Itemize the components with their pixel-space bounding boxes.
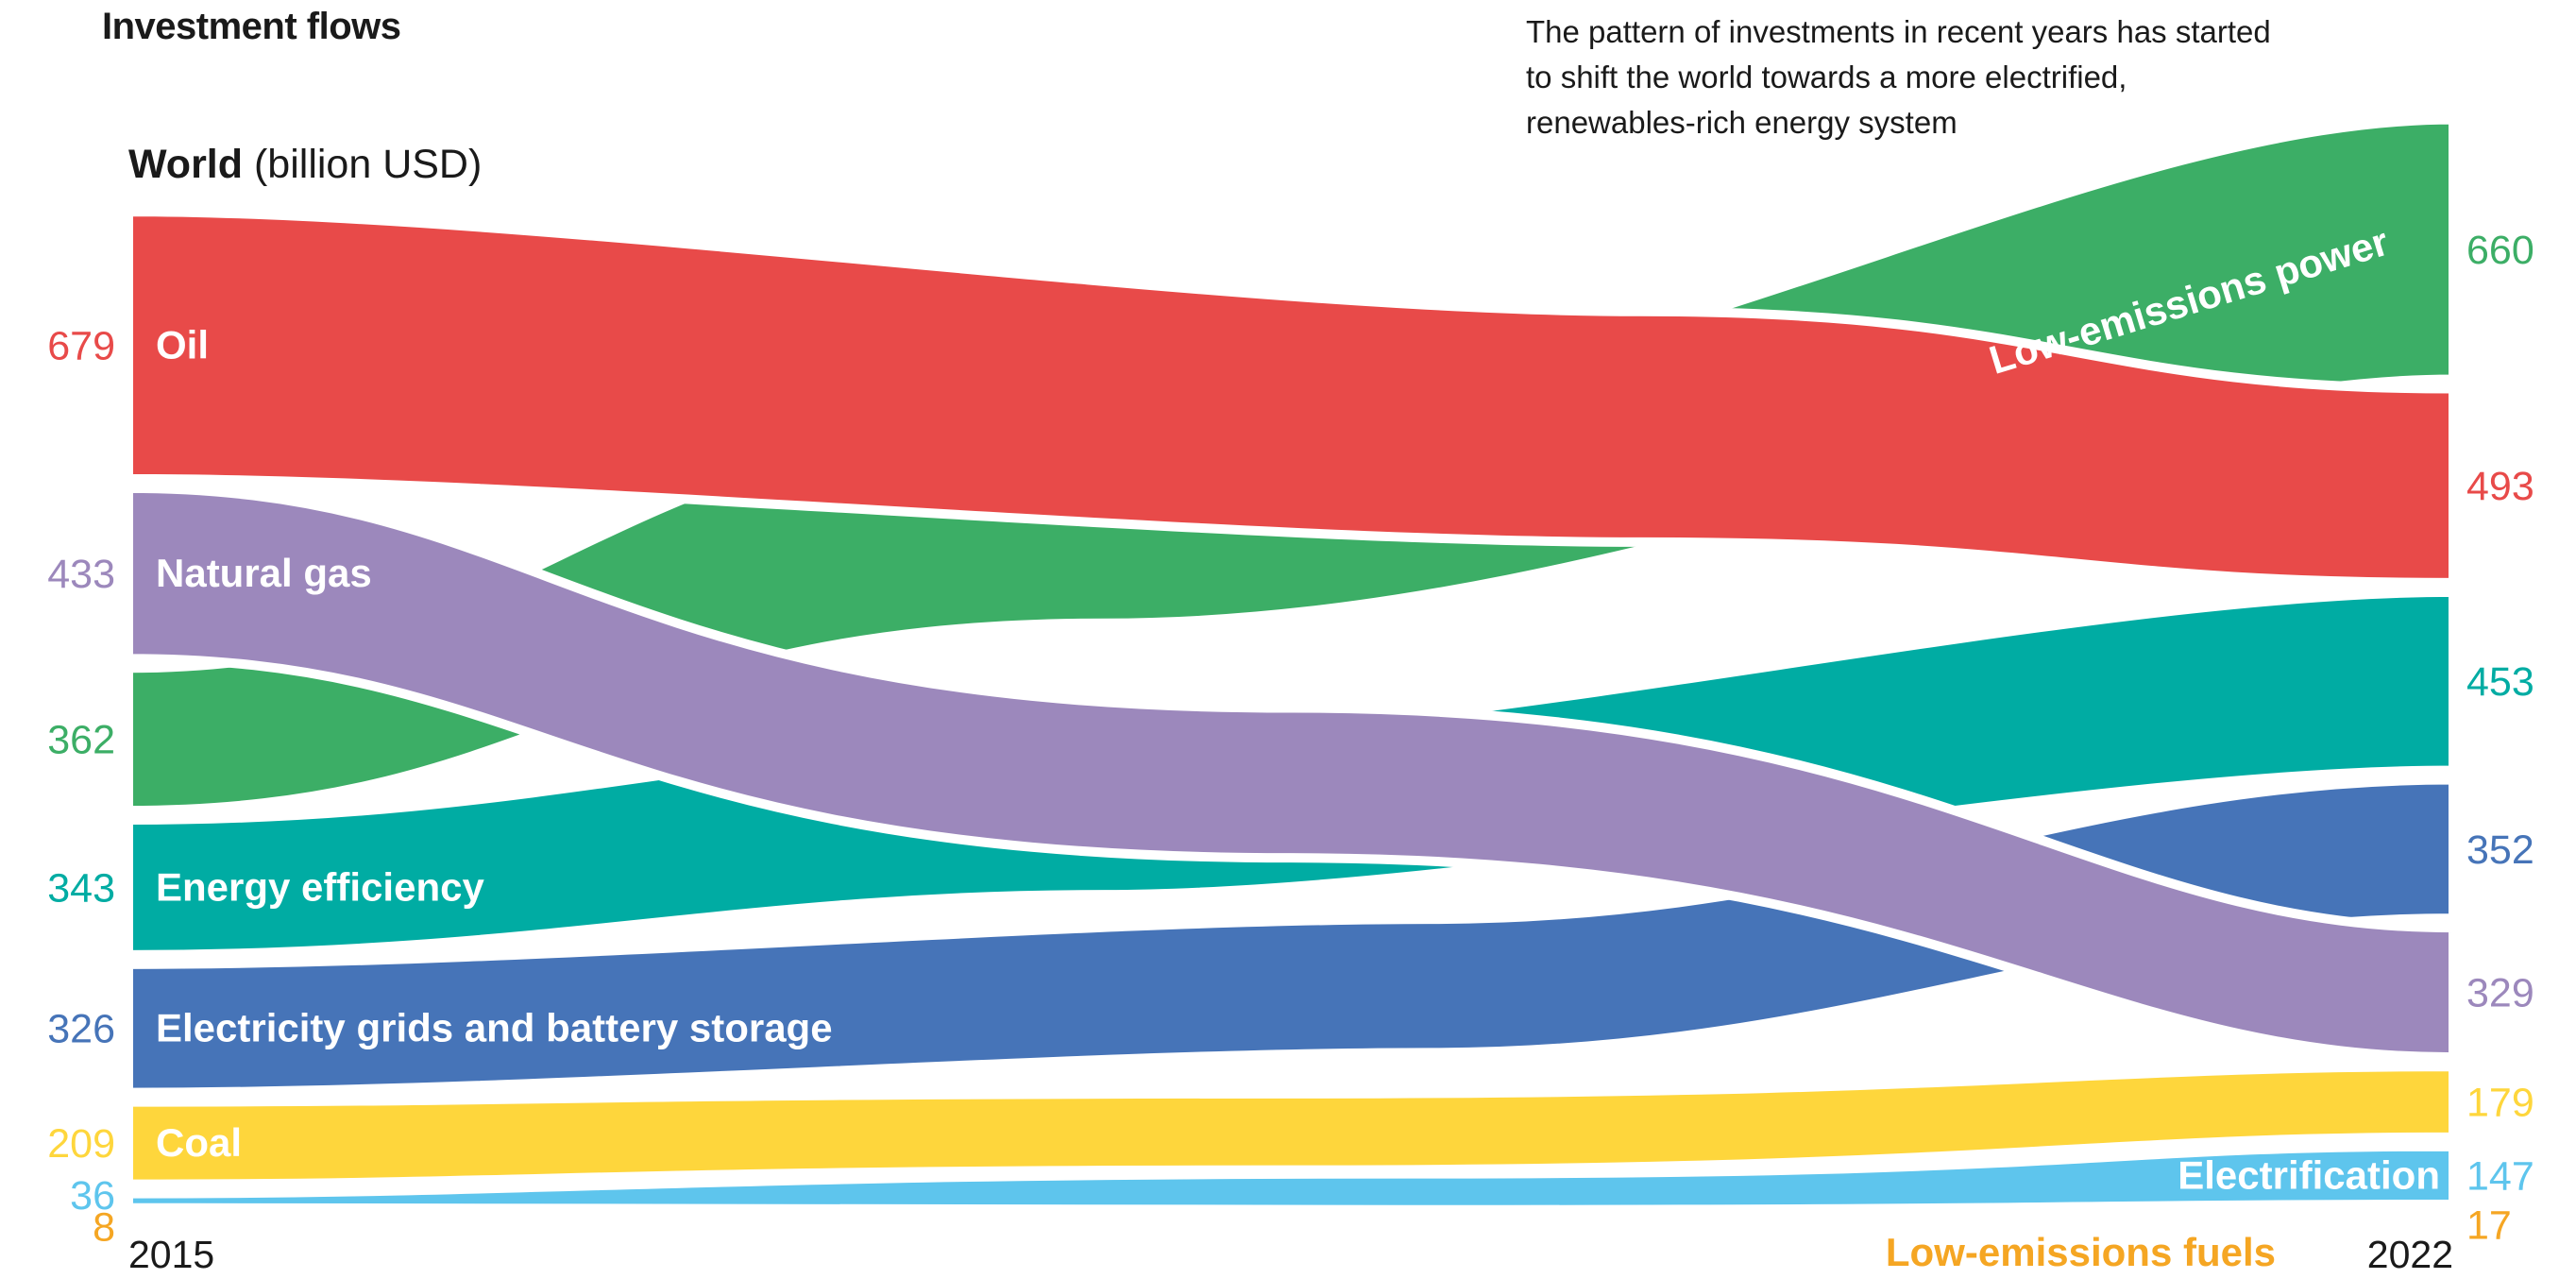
value-label-2015-electrification: 36 (70, 1173, 115, 1219)
value-label-2022-oil: 493 (2466, 464, 2534, 509)
chart-title: Investment flows (102, 6, 401, 47)
value-label-2015-natural-gas: 433 (47, 552, 115, 597)
region-name: World (128, 142, 244, 187)
series-label-electricity-grids-and-battery-storage: Electricity grids and battery storage (156, 1006, 833, 1050)
value-label-2022-electrification: 147 (2466, 1153, 2534, 1199)
left-value-labels: 679 433 362 343 326 209 368 (47, 323, 115, 1250)
series-label-oil: Oil (156, 322, 209, 367)
value-label-2022-natural-gas: 329 (2466, 971, 2534, 1016)
value-label-2022-energy-efficiency: 453 (2466, 659, 2534, 705)
subtitle-line-3: renewables-rich energy system (1526, 105, 1957, 140)
region-unit: (billion USD) (243, 142, 483, 187)
value-label-2015-energy-efficiency: 343 (47, 865, 115, 911)
region-label: World (billion USD) (128, 142, 482, 188)
ribbon-coal (124, 1062, 2458, 1189)
value-label-2022-low-emissions-fuels: 17 (2466, 1202, 2512, 1248)
value-label-2022-low-emissions-power: 660 (2466, 228, 2534, 273)
x-tick-label-2022: 2022 (2367, 1233, 2453, 1276)
value-label-2015-coal: 209 (47, 1121, 115, 1167)
ribbon-electricity-grids-and-battery-storage (124, 775, 2458, 1098)
series-label-energy-efficiency: Energy efficiency (156, 864, 484, 909)
chart-subtitle: The pattern of investments in recent yea… (1526, 9, 2451, 145)
value-label-2022-electricity-grids-and-battery-storage: 352 (2466, 827, 2534, 873)
subtitle-line-2: to shift the world towards a more electr… (1526, 60, 2127, 94)
x-tick-label-2015: 2015 (128, 1233, 214, 1276)
value-label-2015-low-emissions-power: 362 (47, 718, 115, 763)
value-label-2015-low-emissions-fuels: 8 (93, 1204, 115, 1250)
series-label-electrification: Electrification (2178, 1152, 2440, 1197)
ribbon-natural-gas (124, 483, 2458, 1063)
value-label-2022-coal: 179 (2466, 1080, 2534, 1125)
ribbon-electrification (124, 1141, 2458, 1215)
series-label-coal: Coal (156, 1120, 242, 1165)
ribbons (124, 114, 2458, 1226)
subtitle-line-1: The pattern of investments in recent yea… (1526, 14, 2271, 49)
series-label-natural-gas: Natural gas (156, 551, 372, 595)
series-label-low-emissions-fuels: Low-emissions fuels (1886, 1230, 2276, 1274)
ribbon-oil (124, 207, 2458, 588)
value-label-2015-electricity-grids-and-battery-storage: 326 (47, 1007, 115, 1052)
value-label-2015-oil: 679 (47, 323, 115, 368)
ribbon-low-emissions-fuels (124, 1208, 2458, 1226)
